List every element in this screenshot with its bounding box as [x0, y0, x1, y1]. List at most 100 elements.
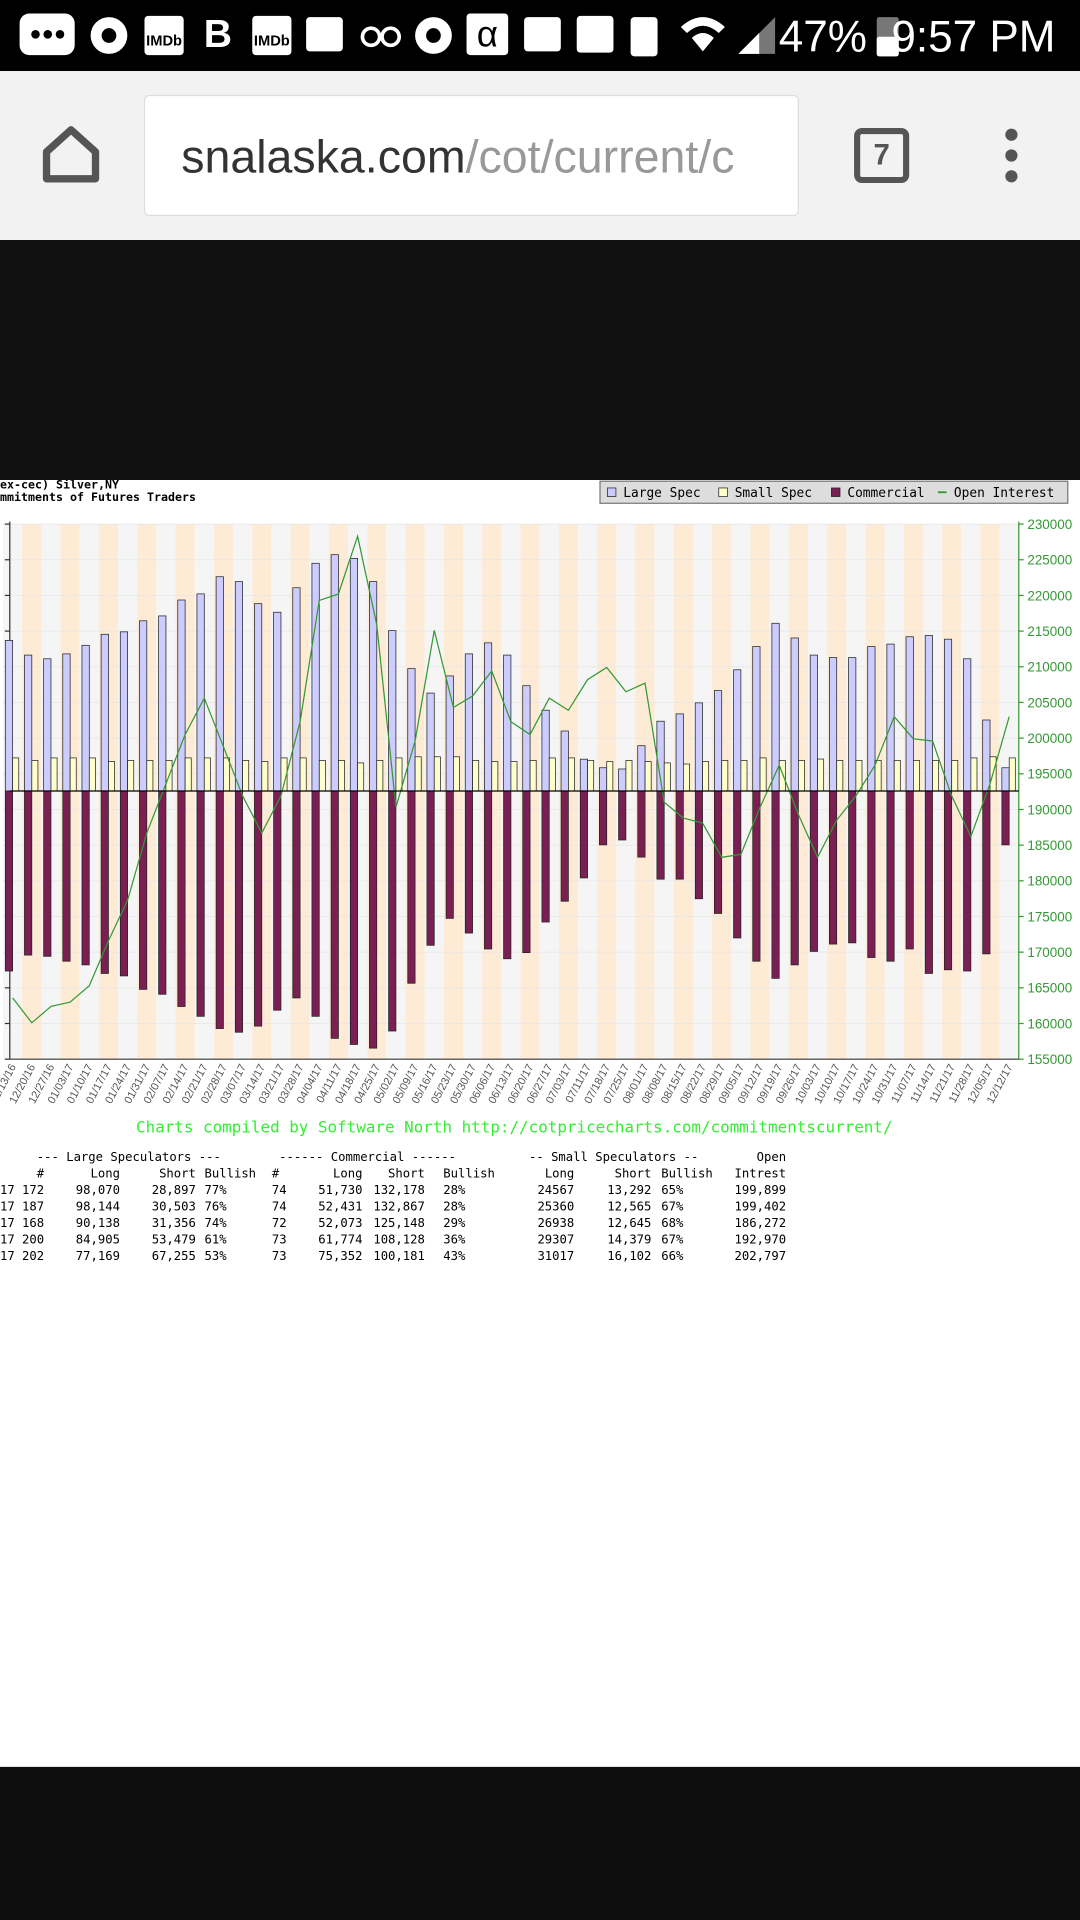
- bar: [146, 760, 154, 792]
- bar: [43, 658, 52, 792]
- bar: [522, 685, 531, 792]
- bar: [663, 762, 671, 792]
- table-cell: 202,797: [735, 1249, 787, 1263]
- bar: [139, 620, 148, 792]
- bar: [369, 581, 378, 792]
- y2-tick-label: 215000: [1027, 624, 1072, 639]
- bar: [510, 761, 518, 792]
- table-cell: 24567: [537, 1183, 574, 1197]
- bar: [943, 638, 953, 792]
- bar: [242, 760, 250, 792]
- bar: [62, 653, 71, 792]
- table-cell: 12,565: [607, 1199, 651, 1213]
- bar: [376, 760, 384, 792]
- table-cell: 98,144: [76, 1199, 120, 1213]
- bar: [357, 762, 365, 792]
- bar: [733, 669, 742, 792]
- bar: [273, 790, 282, 1011]
- line-series: [12, 533, 1010, 1024]
- bar: [196, 790, 205, 1017]
- home-button[interactable]: [42, 126, 100, 183]
- bar: [433, 756, 441, 792]
- table-cell: 52,431: [318, 1199, 362, 1213]
- bar: [798, 760, 805, 792]
- bar: [196, 593, 205, 792]
- table-cell: 67%: [661, 1232, 684, 1246]
- bar: [311, 562, 320, 792]
- table-cell: 73: [272, 1249, 287, 1263]
- icon-label: B: [204, 13, 232, 56]
- y2-tick-label: 200000: [1027, 731, 1072, 746]
- url[interactable]: snalaska.com/cot/current/c: [181, 131, 734, 183]
- bar: [522, 790, 531, 954]
- bar: [637, 790, 646, 858]
- bar: [836, 760, 844, 792]
- bar: [215, 790, 224, 1029]
- bar: [867, 790, 876, 958]
- bar: [445, 790, 454, 919]
- bar: [752, 646, 761, 792]
- bar: [330, 790, 339, 1039]
- table-cell: 199,899: [735, 1183, 787, 1197]
- bar: [579, 790, 588, 879]
- bar: [426, 692, 435, 792]
- bar: [599, 790, 608, 846]
- table-cell: 73: [272, 1232, 287, 1246]
- bar: [886, 643, 895, 792]
- bar: [261, 761, 269, 792]
- table-cell: 17: [0, 1249, 15, 1263]
- menu-button[interactable]: [1005, 128, 1018, 183]
- bar: [963, 790, 972, 972]
- bar: [771, 622, 780, 792]
- bar: [982, 790, 991, 955]
- table-column-header: Bullish: [443, 1166, 495, 1180]
- bar: [932, 760, 940, 792]
- bar: [503, 654, 512, 792]
- bar: [292, 790, 301, 999]
- table-cell: 31,356: [152, 1216, 196, 1230]
- table-cell: 74%: [204, 1216, 227, 1230]
- icon-label: IMDb: [146, 34, 182, 50]
- bar: [158, 615, 167, 792]
- bar: [943, 790, 953, 971]
- table-cell: 29%: [443, 1216, 466, 1230]
- chart-credit[interactable]: Charts compiled by Software North http:/…: [136, 1118, 893, 1137]
- table-cell: 90,138: [76, 1216, 120, 1230]
- bar: [905, 790, 914, 950]
- bar: [778, 760, 786, 792]
- bar: [273, 611, 282, 792]
- bar: [893, 760, 901, 792]
- bar: [139, 790, 148, 990]
- table-column-header: #: [37, 1166, 45, 1180]
- legend-label: Commercial: [847, 486, 924, 501]
- bar: [828, 657, 838, 792]
- bar: [395, 757, 403, 792]
- chart-title: ex-cec) Silver,NY: [0, 478, 119, 492]
- clock: 9:57 PM: [891, 12, 1055, 61]
- table-cell: 98,070: [76, 1183, 120, 1197]
- tabs-button[interactable]: [854, 127, 910, 184]
- bar: [234, 790, 243, 1033]
- table-cell: 28%: [443, 1183, 466, 1197]
- y2-tick-label: 205000: [1027, 695, 1072, 710]
- table-column-header: Short: [615, 1166, 652, 1180]
- bar: [407, 790, 416, 984]
- bar: [203, 757, 211, 792]
- bar: [529, 760, 537, 792]
- bar: [88, 757, 96, 792]
- bar: [330, 554, 339, 792]
- bar: [100, 790, 109, 974]
- bar: [426, 790, 435, 946]
- bar: [484, 790, 493, 950]
- y2-tick-label: 230000: [1027, 517, 1072, 532]
- bar: [119, 790, 128, 977]
- bar: [625, 760, 633, 792]
- icon-label: IMDb: [254, 34, 290, 50]
- bar: [905, 636, 914, 792]
- table-cell: 100,181: [373, 1249, 425, 1263]
- bar: [867, 646, 876, 792]
- table-cell: 172: [22, 1183, 44, 1197]
- bar: [848, 790, 857, 944]
- url-bar[interactable]: [143, 94, 799, 217]
- table-cell: 74: [272, 1183, 287, 1197]
